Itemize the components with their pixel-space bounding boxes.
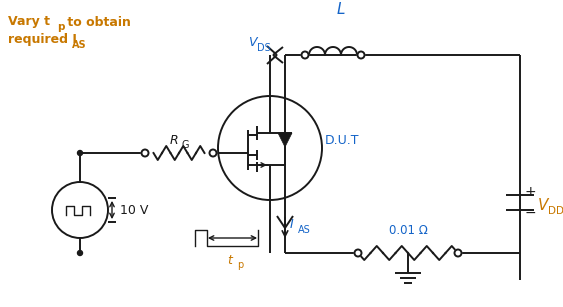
Text: DD: DD — [548, 206, 563, 216]
Text: AS: AS — [298, 225, 311, 235]
Text: AS: AS — [72, 40, 87, 50]
Text: p: p — [57, 22, 65, 32]
Circle shape — [78, 251, 83, 255]
Text: +: + — [525, 185, 537, 199]
Text: t: t — [227, 254, 232, 266]
Text: required I: required I — [8, 33, 77, 46]
Circle shape — [358, 52, 364, 59]
Text: V: V — [248, 37, 257, 49]
Text: V: V — [538, 197, 548, 212]
Text: G: G — [182, 140, 190, 150]
Text: DS: DS — [257, 43, 271, 53]
Text: L: L — [337, 2, 345, 17]
Circle shape — [141, 150, 149, 157]
Circle shape — [78, 150, 83, 156]
Polygon shape — [278, 133, 292, 147]
Text: −: − — [525, 206, 537, 220]
Circle shape — [302, 52, 309, 59]
Text: to obtain: to obtain — [63, 15, 131, 29]
Circle shape — [454, 250, 462, 257]
Text: I: I — [290, 219, 294, 231]
Text: 0.01 Ω: 0.01 Ω — [388, 224, 427, 238]
Circle shape — [355, 250, 361, 257]
Text: R: R — [169, 134, 178, 146]
Circle shape — [209, 150, 217, 157]
Text: 10 V: 10 V — [120, 204, 149, 216]
Text: D.U.T: D.U.T — [325, 134, 360, 146]
Text: Vary t: Vary t — [8, 15, 50, 29]
Text: p: p — [238, 260, 244, 270]
